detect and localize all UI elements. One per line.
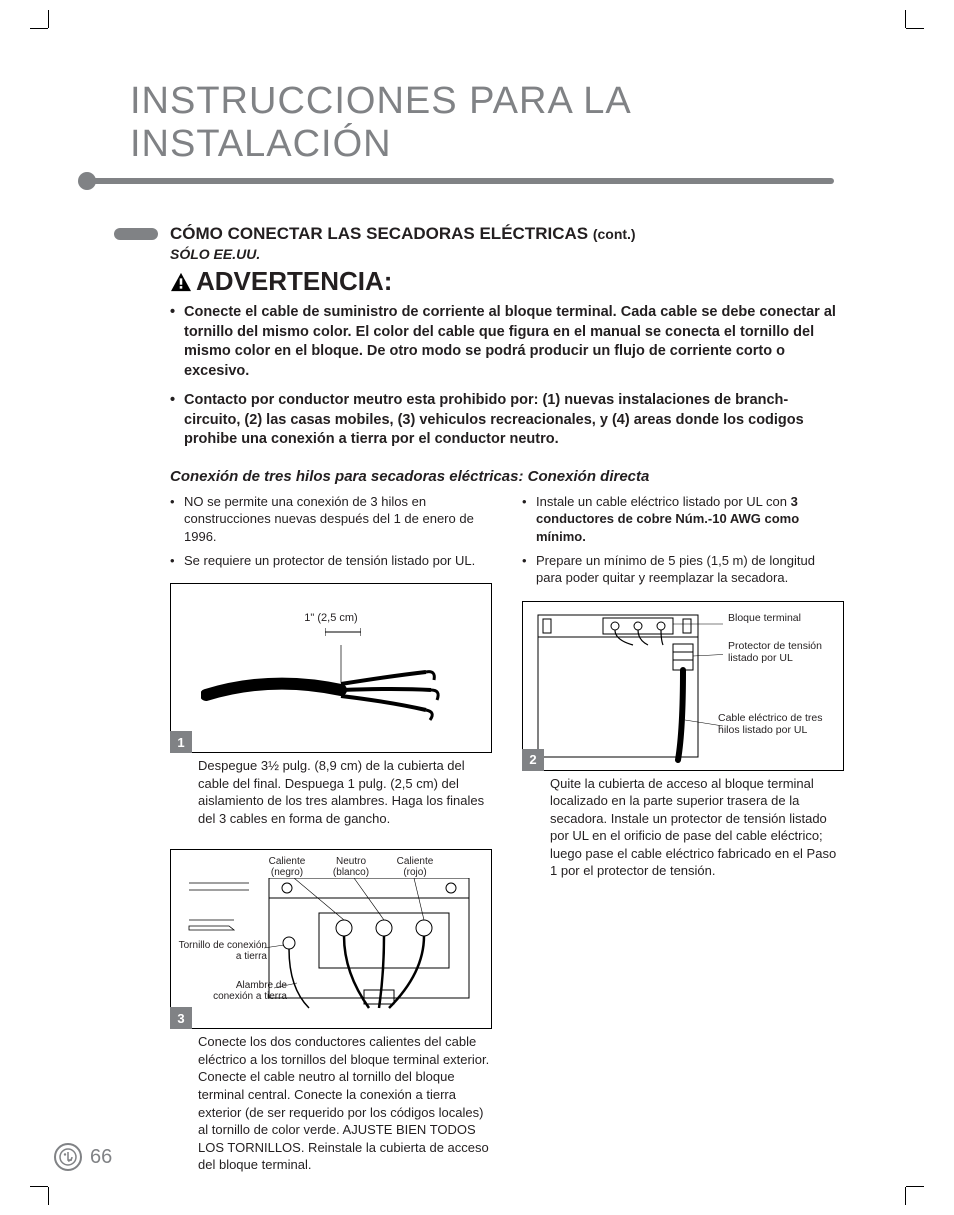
crop-mark [905,10,906,28]
fig3-label: Caliente [269,856,306,867]
fig2-relief-label: Protector de tensión listado por UL [728,640,843,664]
step-badge: 3 [170,1007,192,1029]
dryer-back-illustration-icon [533,610,723,765]
step-badge: 2 [522,749,544,771]
crop-mark [30,28,48,29]
warning-bullet-list: Conecte el cable de suministro de corrie… [170,303,844,450]
terminal-block-illustration-icon [179,878,479,1023]
crop-mark [905,1187,906,1205]
dimension-bracket-icon [325,628,361,636]
bullet-item: Instale un cable eléctrico listado por U… [522,493,844,546]
fig2-cord-label: Cable eléctrico de tres hilos listado po… [718,712,828,736]
right-bullet-list: Instale un cable eléctrico listado por U… [522,493,844,587]
crop-mark [30,1186,48,1187]
left-column: NO se permite una conexión de 3 hilos en… [170,493,492,1174]
bullet-item: NO se permite una conexión de 3 hilos en… [170,493,492,546]
fig3-label: (negro) [271,867,303,878]
crop-mark [906,28,924,29]
warning-bullet: Conecte el cable de suministro de corrie… [170,303,844,381]
crop-mark [48,1187,49,1205]
step-2-text: Quite la cubierta de acceso al bloque te… [522,775,844,880]
figure-1: 1" (2,5 cm) [170,583,492,753]
warning-word: ADVERTENCIA: [196,266,392,297]
step-badge: 1 [170,731,192,753]
bullet-text: Instale un cable eléctrico listado por U… [536,494,791,509]
section-pill [114,228,158,240]
bullet-text: Prepare un mínimo de 5 pies (1,5 m) de l… [536,553,815,586]
fig3-label: Caliente [397,856,434,867]
section-subtitle: SÓLO EE.UU. [170,246,844,262]
fig3-label: Neutro [336,856,366,867]
wire-illustration-icon [201,640,461,740]
page-title: INSTRUCCIONES PARA LA INSTALACIÓN [130,80,894,166]
fig3-label: (blanco) [333,867,369,878]
fig1-dimension-label: 1" (2,5 cm) [304,612,357,624]
warning-triangle-icon [170,272,192,292]
left-bullet-list: NO se permite una conexión de 3 hilos en… [170,493,492,569]
warning-heading: ADVERTENCIA: [170,266,844,297]
section-heading-text: CÓMO CONECTAR LAS SECADORAS ELÉCTRICAS [170,224,588,243]
crop-mark [906,1186,924,1187]
lg-logo-icon [54,1143,82,1171]
fig3-top-labels: Caliente(negro) Neutro(blanco) Caliente(… [261,856,441,878]
right-column: Instale un cable eléctrico listado por U… [522,493,844,1174]
subheading: Conexión de tres hilos para secadoras el… [170,468,844,485]
title-divider [60,174,894,188]
section-cont: (cont.) [593,226,636,242]
figure-2: Bloque terminal Protector de tensión lis… [522,601,844,771]
step-1-text: Despegue 3½ pulg. (8,9 cm) de la cubiert… [170,757,492,827]
bullet-item: Se requiere un protector de tensión list… [170,552,492,570]
page-footer: 66 [54,1143,112,1171]
step-3-text: Conecte los dos conductores calientes de… [170,1033,492,1173]
page-number: 66 [90,1146,112,1169]
crop-mark [48,10,49,28]
warning-bullet: Contacto por conductor meutro esta prohi… [170,391,844,450]
fig2-block-label: Bloque terminal [728,612,801,624]
fig3-label: (rojo) [403,867,426,878]
section-heading: CÓMO CONECTAR LAS SECADORAS ELÉCTRICAS (… [170,224,636,244]
figure-3: Caliente(negro) Neutro(blanco) Caliente(… [170,849,492,1029]
bullet-item: Prepare un mínimo de 5 pies (1,5 m) de l… [522,552,844,587]
